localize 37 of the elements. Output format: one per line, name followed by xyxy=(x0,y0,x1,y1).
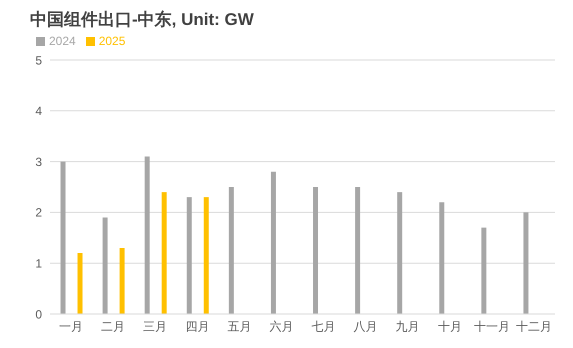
chart-title: 中国组件出口-中东, Unit: GW xyxy=(29,9,255,30)
x-tick-label: 三月 xyxy=(143,320,168,334)
bar xyxy=(102,217,108,314)
y-tick-label: 0 xyxy=(35,307,42,322)
y-tick-label: 1 xyxy=(35,256,42,270)
x-tick-label: 八月 xyxy=(354,320,378,334)
bar xyxy=(120,248,125,314)
legend-label: 2024 xyxy=(49,34,76,48)
bar xyxy=(60,162,66,314)
x-tick-label: 十月 xyxy=(438,320,462,334)
bar xyxy=(439,202,444,314)
y-tick-label: 3 xyxy=(35,154,42,169)
x-tick-label: 六月 xyxy=(269,320,294,334)
bar xyxy=(355,187,360,314)
bar xyxy=(481,228,486,314)
y-tick-label: 5 xyxy=(35,53,42,68)
bar xyxy=(204,197,209,314)
bar xyxy=(397,192,402,314)
bar xyxy=(162,192,167,314)
y-tick-label: 2 xyxy=(35,206,42,220)
bar xyxy=(523,212,528,314)
x-tick-label: 十二月 xyxy=(516,320,552,334)
bar xyxy=(313,187,318,314)
x-tick-label: 七月 xyxy=(312,320,336,334)
legend-label: 2025 xyxy=(98,34,126,48)
x-tick-label: 十一月 xyxy=(474,320,510,334)
x-tick-label: 四月 xyxy=(185,320,210,334)
y-tick-label: 4 xyxy=(35,104,42,118)
bar xyxy=(186,197,192,314)
bar xyxy=(144,156,150,314)
bar xyxy=(78,253,83,314)
x-tick-label: 五月 xyxy=(227,320,252,334)
x-tick-label: 二月 xyxy=(101,320,126,334)
bar xyxy=(228,187,234,314)
x-tick-label: 一月 xyxy=(59,320,84,334)
bar xyxy=(270,172,276,314)
x-tick-label: 九月 xyxy=(396,320,420,334)
